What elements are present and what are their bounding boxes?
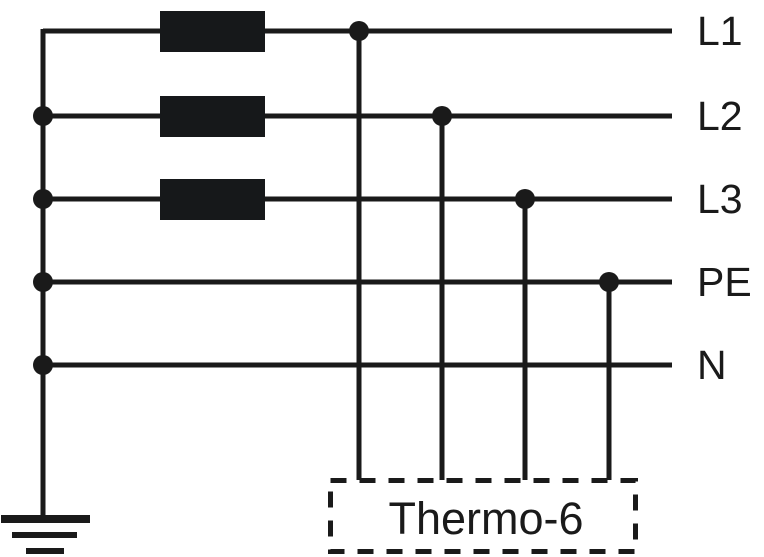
rail-label-n: N [697,342,727,388]
heating-element-l3 [160,179,265,220]
junction-dot-l2-tap [432,106,452,126]
junction-dot-l3-tap [515,189,535,209]
rail-label-l3: L3 [697,176,743,222]
heating-element-l1 [160,11,265,52]
junction-dot-bus-l3 [33,189,53,209]
junction-dot-pe-tap [599,272,619,292]
device-enclosure-box [328,478,638,554]
junction-dot-bus-pe [33,272,53,292]
junction-dot-l1-tap [349,21,369,41]
junction-dot-bus-n [33,355,53,375]
rail-label-l1: L1 [697,8,743,54]
rail-label-l2: L2 [697,93,743,139]
heating-elements-group [160,11,265,220]
device-label-thermo-6: Thermo-6 [388,493,583,544]
junction-dot-bus-l2 [33,106,53,126]
rail-labels-group: L1 L2 L3 PE N [697,8,752,388]
device-drop-wires-group [356,31,612,480]
junction-dots-group [33,21,619,375]
earth-ground-symbol [1,515,90,554]
heating-element-l2 [160,96,265,137]
rail-label-pe: PE [697,259,752,305]
